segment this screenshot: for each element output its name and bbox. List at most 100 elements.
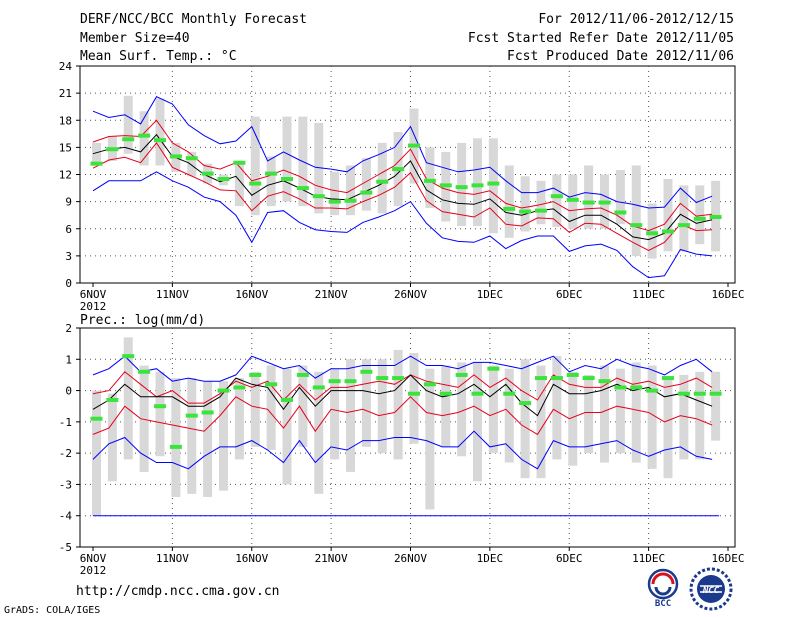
median-marker: [312, 385, 325, 390]
median-marker: [392, 167, 405, 172]
y-tick-label: 1: [65, 353, 72, 366]
x-year-label: 2012: [80, 564, 107, 577]
x-tick-label: 6DEC: [556, 288, 583, 301]
median-marker: [709, 391, 722, 396]
ensemble-range-box: [488, 365, 498, 454]
ensemble-range-box: [330, 368, 340, 460]
ensemble-range-box: [631, 362, 641, 463]
median-marker: [281, 177, 293, 182]
chart-title: DERF/NCC/BCC Monthly Forecast: [80, 12, 307, 27]
median-marker: [217, 388, 230, 393]
forecast-period: For 2012/11/06-2012/12/15: [538, 12, 734, 27]
median-marker: [677, 391, 690, 396]
median-marker: [138, 369, 151, 374]
ensemble-range-box: [425, 368, 435, 510]
ensemble-range-box: [536, 365, 546, 479]
ensemble-range-box: [155, 98, 165, 166]
y-tick-label: -4: [59, 510, 73, 523]
series-line-max: [92, 355, 713, 382]
ensemble-range-box: [600, 365, 609, 463]
median-marker: [646, 388, 659, 393]
ensemble-range-box: [393, 349, 403, 460]
panel-subtitle: Prec.: log(mm/d): [80, 313, 205, 328]
ensemble-range-box: [203, 381, 213, 497]
median-marker: [423, 178, 436, 183]
ensemble-range-box: [695, 185, 705, 245]
series-line-max: [92, 96, 713, 209]
median-marker: [646, 231, 659, 236]
median-marker: [201, 410, 214, 415]
series-line-lower: [92, 396, 713, 436]
median-marker: [185, 156, 198, 161]
median-marker: [519, 401, 532, 406]
median-marker: [662, 229, 674, 234]
series-line-min: [92, 171, 713, 279]
x-tick-label: 26NOV: [394, 288, 427, 301]
ncc-logo: NCC: [689, 567, 733, 611]
ensemble-range-box: [139, 111, 149, 166]
grads-credit: GrADS: COLA/IGES: [4, 605, 101, 616]
x-year-label: 2012: [80, 300, 107, 313]
median-marker: [360, 190, 373, 195]
ensemble-range-box: [679, 185, 689, 252]
ensemble-range-box: [552, 174, 562, 227]
median-marker: [455, 372, 468, 377]
median-marker: [423, 382, 436, 387]
started-date: Fcst Started Refer Date 2012/11/05: [467, 31, 734, 46]
ensemble-range-box: [250, 116, 260, 216]
ensemble-range-box: [473, 138, 482, 227]
ensemble-range-box: [647, 203, 657, 259]
y-tick-label: -1: [59, 416, 72, 429]
ensemble-range-box: [330, 171, 340, 216]
median-marker: [249, 181, 262, 186]
ensemble-range-box: [536, 180, 546, 225]
x-tick-label: 1DEC: [477, 288, 504, 301]
footer-url[interactable]: http://cmdp.ncc.cma.gov.cn: [76, 584, 280, 599]
ensemble-range-box: [92, 390, 101, 516]
y-tick-label: -3: [59, 478, 72, 491]
median-marker: [265, 382, 278, 387]
ensemble-range-box: [711, 371, 721, 441]
ensemble-range-box: [187, 378, 197, 494]
median-marker: [535, 208, 547, 213]
ensemble-range-box: [234, 160, 244, 207]
ensemble-range-box: [663, 179, 673, 252]
median-marker: [614, 210, 627, 215]
ensemble-range-box: [298, 365, 308, 447]
ensemble-range-box: [663, 378, 673, 479]
median-marker: [169, 444, 182, 449]
median-marker: [471, 391, 484, 396]
median-marker: [154, 138, 166, 143]
ensemble-range-box: [187, 151, 197, 177]
median-marker: [344, 379, 357, 384]
ensemble-range-box: [425, 147, 435, 208]
y-tick-label: 3: [65, 250, 72, 263]
median-marker: [519, 209, 532, 214]
median-marker: [90, 161, 103, 166]
median-marker: [233, 385, 246, 390]
y-tick-label: 0: [65, 385, 72, 398]
median-marker: [201, 171, 214, 176]
median-marker: [392, 376, 405, 381]
median-marker: [344, 198, 357, 203]
median-marker: [154, 404, 166, 409]
median-marker: [169, 154, 182, 159]
median-marker: [122, 137, 135, 142]
ensemble-range-box: [457, 362, 467, 457]
median-marker: [550, 376, 563, 381]
median-marker: [503, 391, 516, 396]
produced-date: Fcst Produced Date 2012/11/06: [507, 49, 734, 64]
ensemble-range-box: [615, 368, 625, 454]
ensemble-range-box: [361, 158, 371, 211]
member-size: Member Size=40: [80, 31, 190, 46]
y-tick-label: 21: [59, 87, 72, 100]
y-tick-label: 12: [59, 169, 72, 182]
bcc-logo-text: BCC: [655, 599, 671, 608]
ensemble-range-box: [584, 374, 594, 454]
median-marker: [106, 397, 119, 402]
ensemble-range-box: [123, 337, 133, 460]
y-tick-label: 15: [59, 141, 72, 154]
ensemble-range-box: [552, 356, 562, 460]
y-tick-label: 9: [65, 196, 72, 209]
ensemble-range-box: [457, 142, 467, 227]
